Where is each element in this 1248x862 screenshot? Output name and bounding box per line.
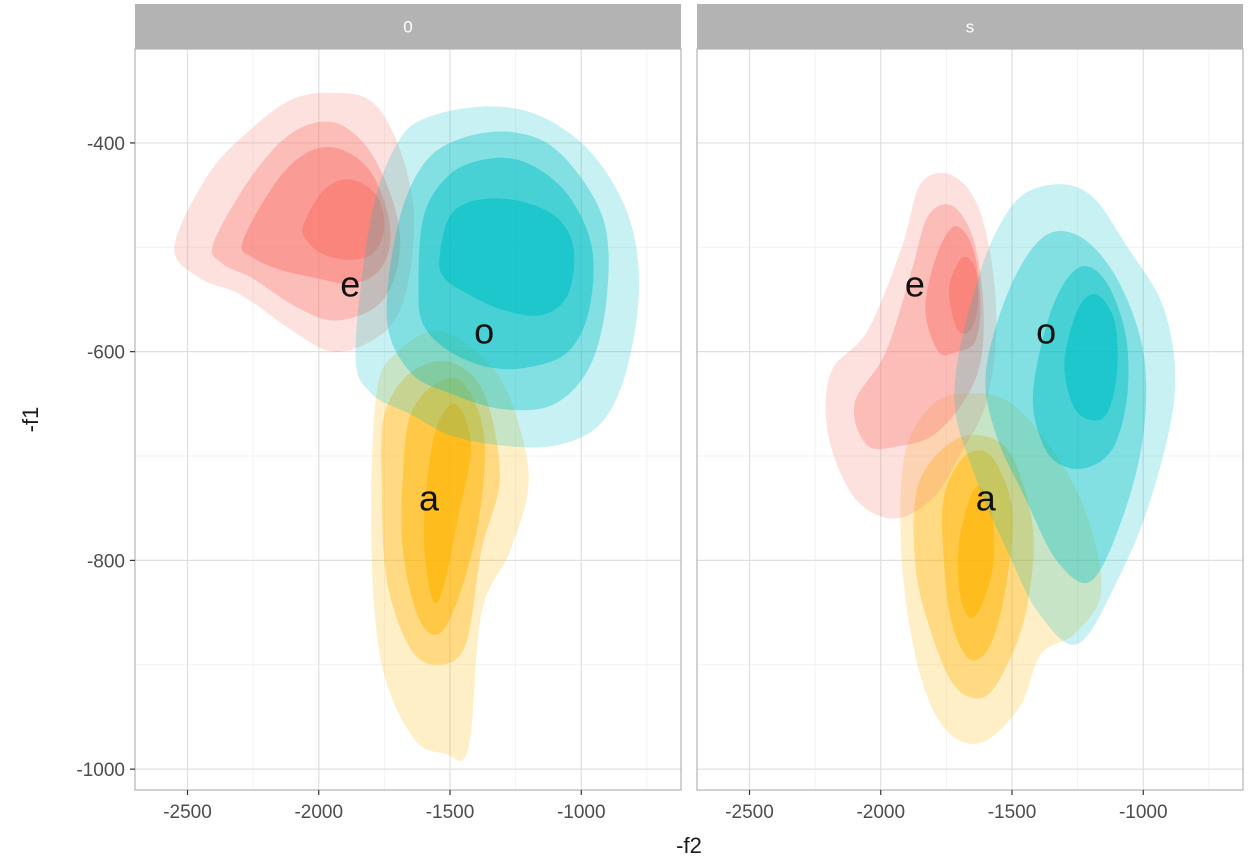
density-group-o [954,184,1176,645]
facet-panel-0: 0 e o a [134,4,682,791]
x-tick-label: -2500 [725,802,774,823]
x-tick-label: -2500 [163,802,212,823]
y-tick-label: -400 [87,134,125,155]
x-tick-label: -2000 [856,802,905,823]
vowel-label-o: o [474,310,494,351]
density-group-a [900,393,1102,744]
x-tick-label: -1000 [1119,802,1168,823]
x-tick-label: -2000 [294,802,343,823]
y-axis: -400 -600 -800 -1000 [76,134,135,781]
contour-a-level-4 [423,403,472,604]
contour-e-level-2 [853,204,984,450]
x-axis-1: -2500 -2000 -1500 -1000 [725,790,1168,823]
facet-strip-label-0: 0 [403,18,412,37]
contour-e-level-1 [174,92,415,352]
contour-e-level-4 [948,256,979,334]
contour-o-level-4 [439,198,575,316]
plot-background [697,49,1243,790]
y-tick-label: -600 [87,343,125,364]
contour-e-level-1 [825,173,997,519]
density-group-o [355,106,640,448]
x-tick-label: -1000 [557,802,606,823]
y-tick-label: -1000 [76,760,125,781]
vowel-label-a: a [419,477,440,518]
plot-area-0: e o a [134,48,682,791]
y-axis-title: -f1 [18,407,43,433]
x-axis-title: -f2 [676,833,702,858]
contour-o-level-4 [1064,293,1118,421]
panel-border [134,48,682,791]
contour-a-level-4 [957,486,995,619]
vowel-label-a: a [976,477,997,518]
y-tick-label: -800 [87,551,125,572]
density-group-e [174,92,415,352]
facet-strip-0 [135,4,681,49]
vowel-label-e: e [340,263,360,304]
vowel-label-e: e [905,263,925,304]
facet-panel-1: s e o a [696,4,1244,791]
x-axis-0: -2500 -2000 -1500 -1000 [163,790,606,823]
density-group-a [371,330,529,761]
facet-strip-1 [697,4,1243,49]
contour-e-level-4 [302,179,385,260]
panel-border [696,48,1244,791]
contour-a-level-1 [900,393,1102,744]
plot-area-1: e o a [696,48,1244,791]
plot-background [135,49,681,790]
x-tick-label: -1500 [426,802,475,823]
vowel-label-o: o [1036,310,1056,351]
density-group-e [825,173,997,519]
contour-o-level-1 [954,184,1176,645]
facet-strip-label-1: s [966,18,975,37]
x-tick-label: -1500 [988,802,1037,823]
